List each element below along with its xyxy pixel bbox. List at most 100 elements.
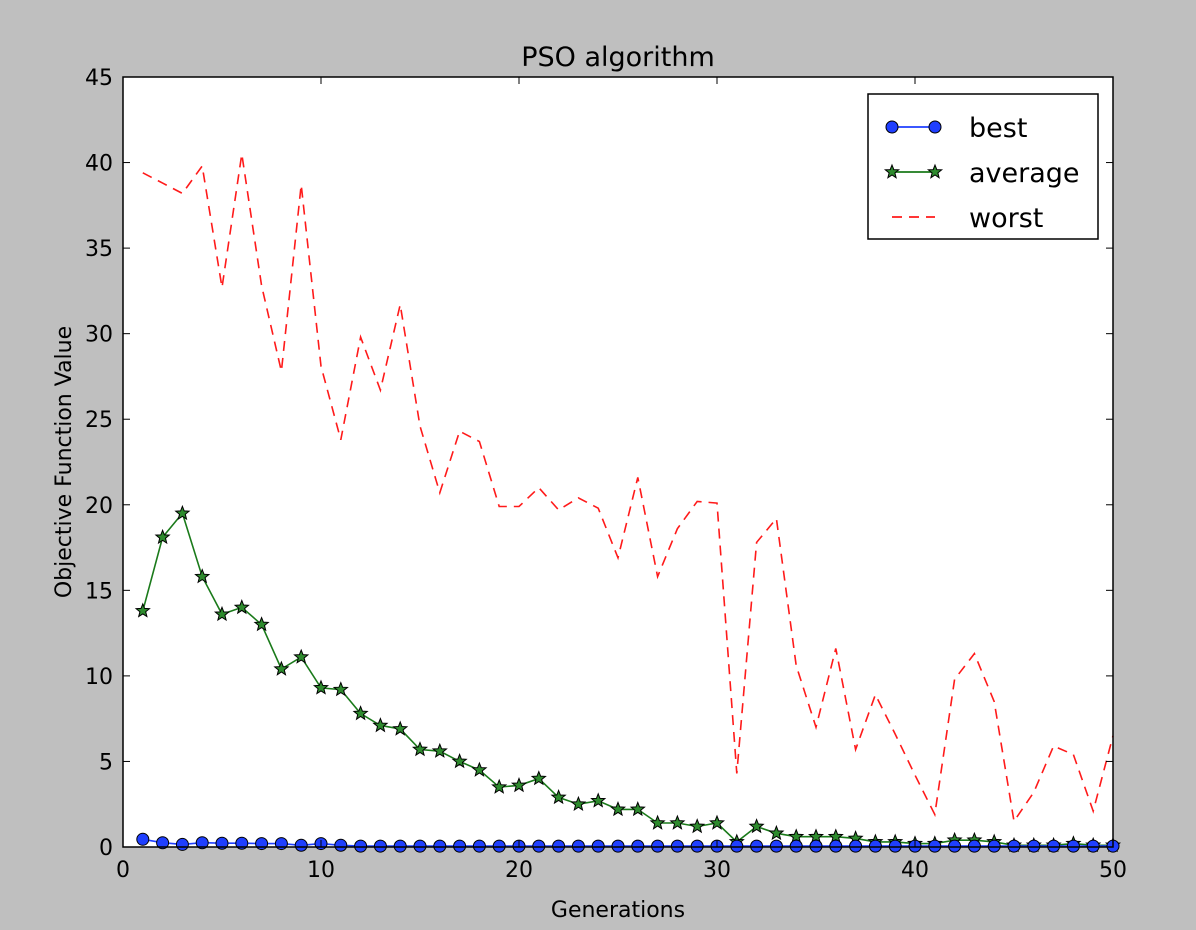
data-point-best: [532, 839, 546, 853]
legend-label-best: best: [969, 113, 1027, 144]
data-point-average: [669, 814, 686, 830]
data-point-average: [570, 795, 587, 812]
data-point-best: [294, 838, 308, 852]
chart-title: PSO algorithm: [521, 42, 715, 73]
data-point-average: [431, 742, 448, 758]
x-tick-label: 40: [901, 858, 929, 883]
data-point-best: [433, 839, 447, 853]
y-tick-label: 40: [85, 152, 113, 177]
legend-entries: best average worst: [883, 113, 1080, 234]
data-point-average: [530, 770, 547, 786]
data-point-best: [670, 839, 684, 853]
legend-label-average: average: [969, 158, 1080, 189]
data-point-best: [888, 839, 902, 853]
data-point-average: [312, 679, 330, 695]
data-point-average: [411, 741, 429, 757]
data-point-best: [235, 836, 249, 850]
legend-marker-average: [926, 163, 944, 179]
series-worst: [142, 153, 1114, 824]
legend-marker-average: [883, 163, 901, 179]
data-point-average: [154, 528, 171, 545]
data-point-best: [948, 839, 962, 853]
data-point-best: [472, 839, 486, 853]
data-point-best: [552, 839, 566, 853]
data-point-average: [273, 660, 290, 676]
data-point-average: [590, 792, 607, 808]
legend-marker-best: [885, 120, 899, 134]
legend-frame: [867, 93, 1099, 240]
data-point-best: [987, 839, 1001, 853]
data-point-average: [213, 605, 231, 622]
data-point-best: [136, 832, 150, 846]
data-point-average: [332, 681, 349, 697]
data-point-average: [451, 753, 468, 769]
data-point-best: [750, 839, 764, 853]
data-point-best: [591, 839, 605, 853]
legend-item-best: best: [885, 113, 1027, 144]
data-point-best: [354, 839, 368, 853]
data-point-best: [611, 839, 625, 853]
x-tick-label: 10: [307, 858, 335, 883]
data-point-best: [195, 836, 209, 850]
data-point-best: [1047, 839, 1061, 853]
data-point-average: [392, 720, 409, 736]
series-best: [136, 832, 1120, 853]
y-tick-label: 0: [99, 836, 113, 861]
legend-label-worst: worst: [969, 203, 1043, 234]
data-point-best: [373, 839, 387, 853]
y-tick-label: 25: [85, 408, 113, 433]
data-point-best: [1066, 839, 1080, 853]
data-point-best: [651, 839, 665, 853]
data-point-average: [194, 568, 211, 584]
y-tick-label: 15: [85, 579, 113, 604]
y-tick-label: 10: [85, 665, 113, 690]
data-point-best: [175, 837, 189, 851]
data-point-best: [492, 839, 506, 853]
data-point-best: [156, 836, 170, 850]
data-point-average: [174, 504, 191, 521]
data-point-best: [730, 839, 744, 853]
plot-frame: [122, 76, 1114, 848]
data-point-average: [233, 599, 250, 615]
data-point-best: [967, 839, 981, 853]
data-point-best: [1027, 839, 1041, 853]
y-axis-label: Objective Function Value: [52, 326, 77, 598]
data-point-average: [471, 761, 488, 777]
x-axis-label: Generations: [551, 898, 685, 923]
y-tick-label: 30: [85, 323, 113, 348]
series-layer: [134, 153, 1122, 853]
data-point-average: [708, 814, 726, 830]
data-point-average: [609, 801, 627, 817]
data-point-average: [748, 818, 765, 834]
data-point-average: [768, 824, 785, 841]
legend-item-worst: worst: [892, 203, 1043, 234]
data-point-best: [631, 839, 645, 853]
legend: best average worst: [867, 93, 1099, 240]
data-point-average: [550, 789, 567, 805]
series-line-worst: [142, 153, 1114, 824]
data-point-best: [789, 839, 803, 853]
data-point-average: [649, 814, 666, 830]
y-tick-label: 35: [85, 237, 113, 262]
data-point-best: [849, 839, 863, 853]
data-point-best: [215, 836, 229, 850]
data-point-average: [629, 801, 646, 817]
x-tick-label: 0: [116, 858, 130, 883]
data-point-best: [809, 839, 823, 853]
data-point-best: [690, 839, 704, 853]
data-point-best: [829, 839, 843, 853]
data-point-best: [571, 839, 585, 853]
data-point-average: [689, 818, 706, 834]
data-point-average: [372, 717, 389, 733]
x-tick-label: 30: [703, 858, 731, 883]
data-point-best: [1007, 839, 1021, 853]
data-point-best: [453, 839, 467, 853]
data-point-best: [868, 839, 882, 853]
y-tick-label: 5: [99, 750, 113, 775]
y-tick-label: 45: [85, 66, 113, 91]
x-tick-label: 20: [505, 858, 533, 883]
ticks-layer: 0 10 20 30 40 50 0 5 10 15 20 25 30 35 40 45: [85, 66, 1127, 883]
data-point-average: [491, 778, 508, 794]
data-point-average: [352, 705, 369, 721]
